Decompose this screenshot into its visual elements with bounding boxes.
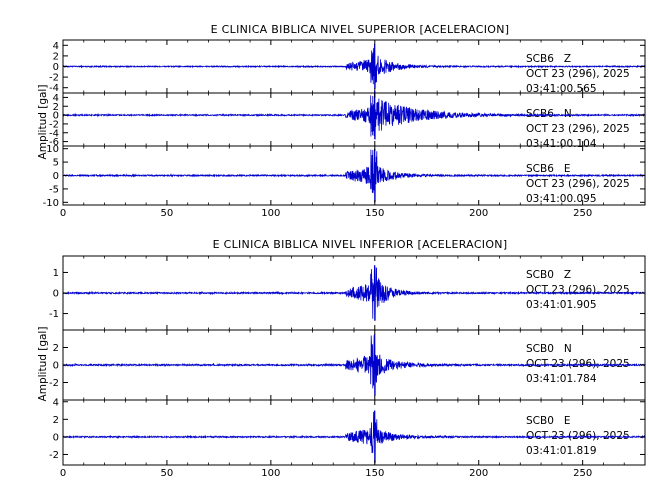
upper-panel-n: SCB6 N OCT 23 (296), 2025 03:41:00.104 <box>526 108 630 150</box>
lower-z-date: OCT 23 (296), 2025 <box>526 284 630 296</box>
upper-n-station: SCB6 N <box>526 108 572 120</box>
lower-group: E CLINICA BIBLICA NIVEL INFERIOR [ACELER… <box>37 238 630 457</box>
upper-ylabel: Amplitud [gal] <box>37 85 49 160</box>
lower-e-ytick-label: 2 <box>53 415 59 426</box>
lower-xtick-label: 100 <box>261 468 280 479</box>
lower-xtick-label: 150 <box>365 468 384 479</box>
upper-z-ytick-label: 2 <box>53 51 59 62</box>
upper-z-trace <box>62 44 646 89</box>
upper-z-station: SCB6 Z <box>526 53 571 65</box>
lower-e-axes: -2 0 2 4 <box>49 397 646 466</box>
upper-n-ytick-label: -2 <box>49 119 59 130</box>
lower-xtick-label: 250 <box>573 468 592 479</box>
lower-xtick-label: 0 <box>60 468 66 479</box>
upper-panel-z: SCB6 Z OCT 23 (296), 2025 03:41:00.565 <box>526 53 630 95</box>
lower-n-ytick-label: 0 <box>53 361 59 372</box>
upper-e-date: OCT 23 (296), 2025 <box>526 178 630 190</box>
upper-n-time: 03:41:00.104 <box>526 138 597 150</box>
upper-z-ytick-label: -4 <box>49 83 59 94</box>
lower-e-ytick-label: 4 <box>53 397 59 408</box>
upper-n-ytick-label: 0 <box>53 111 59 122</box>
upper-e-axes: -10 -5 0 5 10 <box>43 144 646 209</box>
upper-z-ytick-label: 0 <box>53 62 59 73</box>
upper-n-ytick-label: 4 <box>53 93 59 104</box>
upper-xtick-label: 200 <box>469 208 488 219</box>
lower-n-ytick-label: -2 <box>49 378 59 389</box>
upper-xtick-label: 150 <box>365 208 384 219</box>
lower-n-axes: -2 0 2 <box>49 329 646 401</box>
upper-z-ytick-label: -2 <box>49 73 59 84</box>
lower-panel-e: SCB0 E OCT 23 (296), 2025 03:41:01.819 <box>526 415 630 457</box>
lower-n-ytick-label: 2 <box>53 343 59 354</box>
upper-xtick-label: 250 <box>573 208 592 219</box>
lower-n-station: SCB0 N <box>526 343 572 355</box>
lower-e-date: OCT 23 (296), 2025 <box>526 430 630 442</box>
lower-title: E CLINICA BIBLICA NIVEL INFERIOR [ACELER… <box>213 238 508 251</box>
upper-group: E CLINICA BIBLICA NIVEL SUPERIOR [ACELER… <box>37 23 630 205</box>
lower-z-ytick-label: 1 <box>53 268 59 279</box>
lower-z-axes: -1 0 1 <box>49 255 646 331</box>
upper-e-station: SCB6 E <box>526 163 571 175</box>
lower-e-ytick-label: -2 <box>49 450 59 461</box>
lower-e-station: SCB0 E <box>526 415 571 427</box>
upper-z-time: 03:41:00.565 <box>526 83 597 95</box>
upper-z-ytick-label: 4 <box>53 41 59 52</box>
lower-panel-z: SCB0 Z OCT 23 (296), 2025 03:41:01.905 <box>526 269 630 311</box>
upper-panel-e: SCB6 E OCT 23 (296), 2025 03:41:00.095 <box>526 163 630 205</box>
upper-xtick-label: 50 <box>161 208 174 219</box>
upper-n-ytick-label: -6 <box>49 137 59 148</box>
lower-z-trace <box>62 265 646 321</box>
upper-title: E CLINICA BIBLICA NIVEL SUPERIOR [ACELER… <box>211 23 510 36</box>
upper-n-trace <box>62 90 646 140</box>
upper-xtick-label: 0 <box>60 208 66 219</box>
lower-z-ytick-label: -1 <box>49 309 59 320</box>
lower-ylabel: Amplitud [gal] <box>37 327 49 402</box>
upper-n-ytick-label: -4 <box>49 128 59 139</box>
upper-z-date: OCT 23 (296), 2025 <box>526 68 630 80</box>
upper-e-trace <box>62 148 646 203</box>
lower-n-trace <box>62 334 646 396</box>
upper-e-ytick-label: 5 <box>53 158 59 169</box>
lower-xtick-label: 50 <box>161 468 174 479</box>
upper-n-ytick-label: 2 <box>53 102 59 113</box>
upper-xtick-label: 100 <box>261 208 280 219</box>
upper-e-ytick-label: -10 <box>43 198 59 209</box>
upper-e-time: 03:41:00.095 <box>526 193 597 205</box>
lower-n-time: 03:41:01.784 <box>526 373 597 385</box>
lower-z-station: SCB0 Z <box>526 269 571 281</box>
upper-e-ytick-label: 10 <box>46 144 59 155</box>
upper-e-ytick-label: 0 <box>53 171 59 182</box>
lower-xtick-label: 200 <box>469 468 488 479</box>
lower-e-ytick-label: 0 <box>53 432 59 443</box>
lower-e-trace <box>62 410 646 464</box>
lower-e-time: 03:41:01.819 <box>526 445 597 457</box>
lower-z-ytick-label: 0 <box>53 289 59 300</box>
lower-z-time: 03:41:01.905 <box>526 299 597 311</box>
upper-n-date: OCT 23 (296), 2025 <box>526 123 630 135</box>
upper-e-ytick-label: -5 <box>49 184 59 195</box>
